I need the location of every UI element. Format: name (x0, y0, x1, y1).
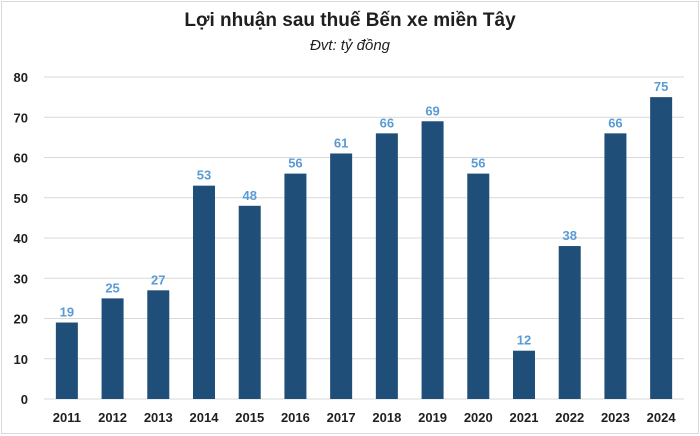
data-label: 48 (242, 188, 256, 203)
y-tick-label: 80 (14, 70, 28, 85)
x-tick-label: 2020 (464, 410, 493, 425)
y-tick-label: 30 (14, 271, 28, 286)
data-label: 27 (151, 272, 165, 287)
bar (330, 153, 353, 399)
y-tick-label: 0 (21, 392, 28, 407)
data-label: 38 (562, 228, 576, 243)
x-tick-label: 2022 (555, 410, 584, 425)
bar (147, 290, 170, 399)
bar (467, 173, 490, 399)
x-tick-label: 2021 (510, 410, 539, 425)
chart-subtitle: Đvt: tỷ đồng (309, 37, 391, 54)
data-label: 53 (197, 168, 211, 183)
bar (421, 121, 444, 400)
data-label: 56 (471, 156, 485, 171)
x-tick-label: 2024 (647, 410, 677, 425)
bar (55, 322, 78, 399)
x-tick-label: 2023 (601, 410, 630, 425)
data-label: 19 (60, 305, 74, 320)
bar (650, 97, 673, 399)
x-tick-label: 2016 (281, 410, 310, 425)
y-tick-label: 10 (14, 352, 28, 367)
x-tick-label: 2012 (98, 410, 127, 425)
y-tick-label: 60 (14, 151, 28, 166)
bar (101, 298, 124, 399)
bar (604, 133, 627, 399)
bar (375, 133, 398, 399)
x-tick-label: 2014 (190, 410, 220, 425)
data-label: 66 (608, 115, 622, 130)
x-tick-label: 2018 (372, 410, 401, 425)
data-label: 66 (380, 115, 394, 130)
chart-title: Lợi nhuận sau thuế Bến xe miền Tây (184, 10, 516, 31)
data-label: 69 (425, 103, 439, 118)
x-tick-label: 2015 (235, 410, 264, 425)
y-tick-label: 40 (14, 231, 28, 246)
x-tick-label: 2019 (418, 410, 447, 425)
data-label: 75 (654, 79, 668, 94)
bar (284, 173, 307, 399)
y-tick-label: 50 (14, 191, 28, 206)
data-label: 56 (288, 156, 302, 171)
y-tick-label: 20 (14, 312, 28, 327)
data-label: 12 (517, 333, 531, 348)
x-tick-label: 2011 (53, 410, 81, 425)
data-label: 61 (334, 135, 348, 150)
bar (558, 246, 581, 399)
bar (513, 350, 535, 399)
bar (238, 205, 261, 399)
x-tick-label: 2013 (144, 410, 173, 425)
bar (193, 185, 215, 399)
x-tick-label: 2017 (327, 410, 356, 425)
y-tick-label: 70 (14, 110, 28, 125)
data-label: 25 (105, 280, 119, 295)
